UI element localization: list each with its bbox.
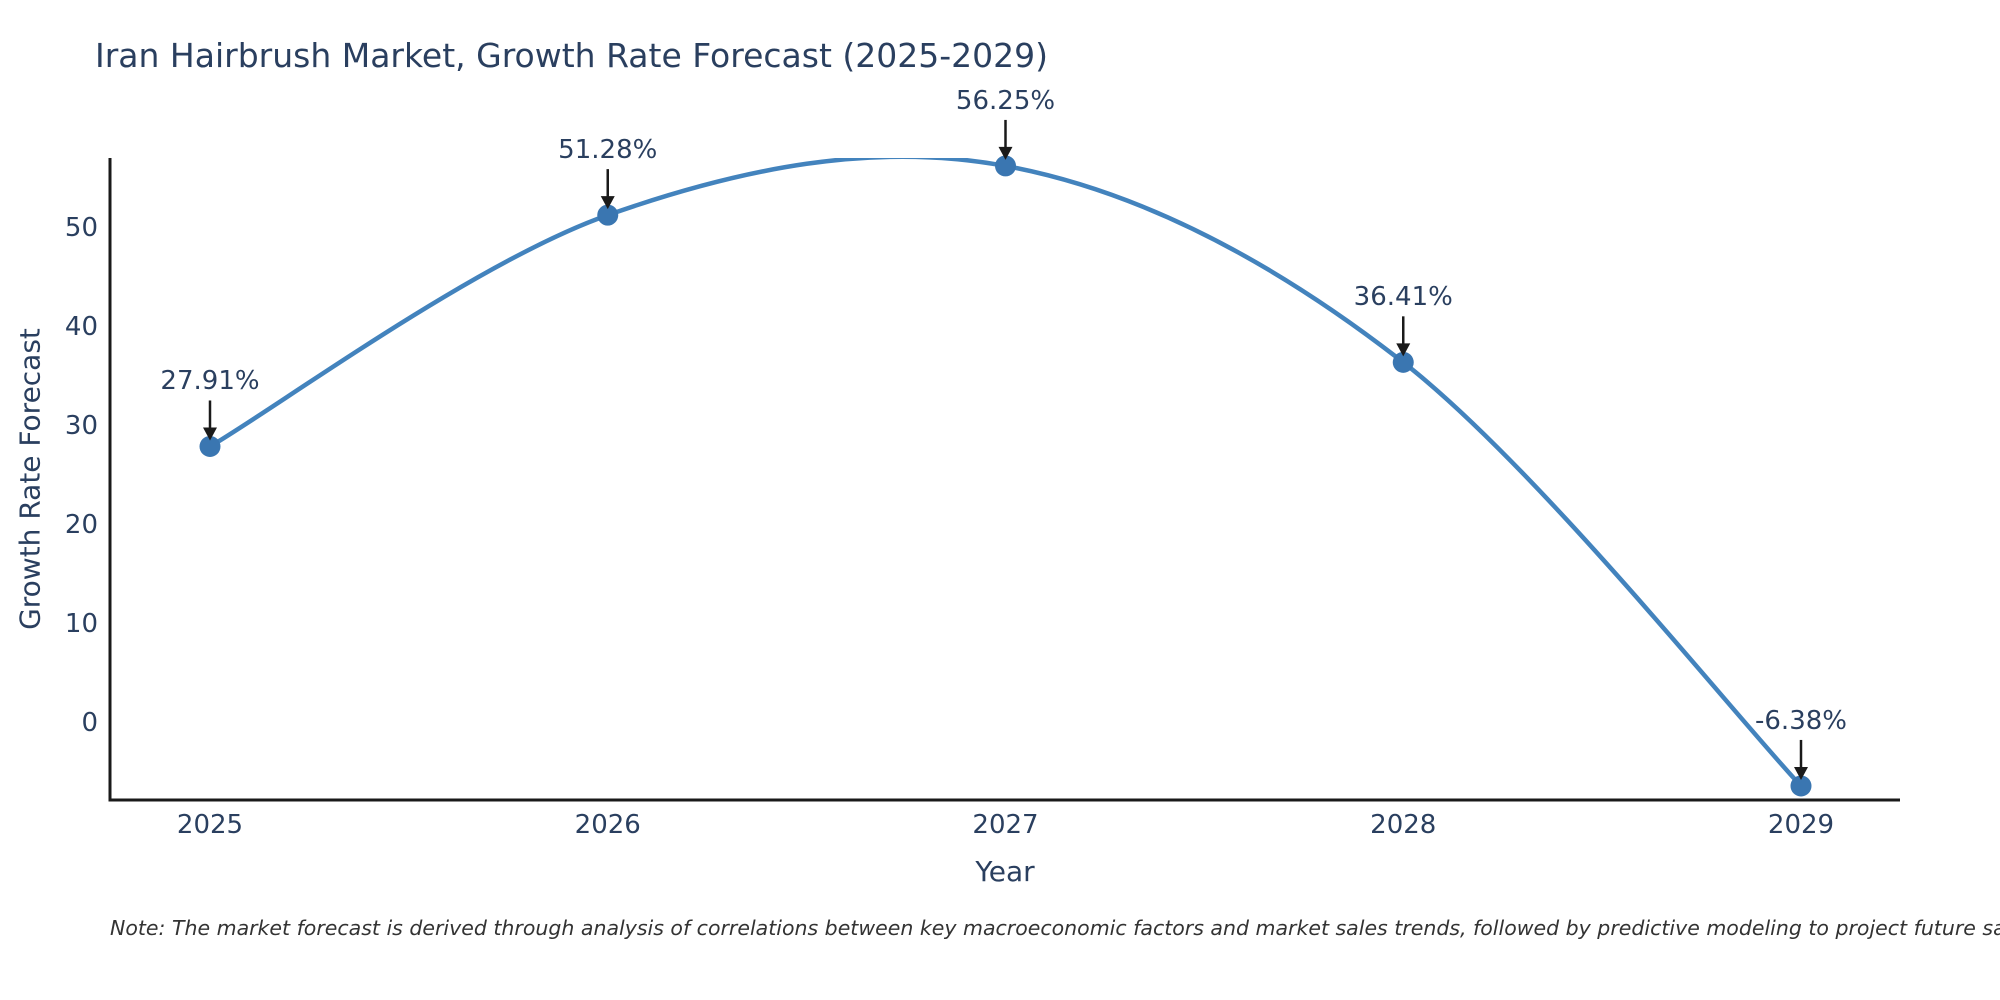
y-tick-40: 40 [64, 311, 98, 342]
x-tick-2027: 2027 [972, 810, 1039, 840]
x-tick-2025: 2025 [176, 810, 244, 840]
y-tick-10: 10 [64, 608, 98, 639]
annotation-arrowhead-icon [1396, 343, 1411, 357]
data-point-label-2027: 56.25% [955, 85, 1056, 116]
data-point-label-2025: 27.91% [160, 366, 260, 397]
data-point-marker-2029[interactable] [1790, 775, 1812, 797]
x-tick-2028: 2028 [1370, 810, 1437, 840]
y-tick-30: 30 [64, 410, 98, 441]
x-tick-2026: 2026 [574, 810, 641, 840]
y-tick-20: 20 [64, 509, 98, 540]
spline-series [208, 158, 1803, 788]
data-point-marker-2028[interactable] [1392, 351, 1414, 373]
x-tick-2029: 2029 [1767, 810, 1835, 840]
y-tick-50: 50 [64, 212, 98, 243]
forecast-spline [208, 158, 1803, 788]
data-point-markers [199, 155, 1812, 797]
data-point-label-2028: 36.41% [1353, 282, 1453, 313]
axes-lines [108, 158, 1900, 802]
data-point-label-2026: 51.28% [558, 135, 658, 166]
x-axis-title: Year [975, 855, 1035, 888]
annotation-arrowhead-icon [1794, 766, 1808, 780]
y-tick-0: 0 [81, 707, 98, 738]
data-point-label-2029: -6.38% [1755, 705, 1847, 736]
y-axis-title: Growth Rate Forecast [13, 328, 47, 630]
data-point-marker-2027[interactable] [995, 155, 1016, 177]
data-point-marker-2025[interactable] [199, 435, 221, 457]
chart-title: Iran Hairbrush Market, Growth Rate Forec… [95, 36, 1048, 75]
data-point-marker-2026[interactable] [597, 204, 619, 226]
annotation-arrows [203, 119, 1808, 780]
annotation-arrowhead-icon [998, 146, 1013, 160]
annotation-arrowhead-icon [600, 196, 615, 210]
annotation-arrowhead-icon [203, 427, 217, 441]
chart-footnote: Note: The market forecast is derived thr… [110, 916, 2000, 940]
